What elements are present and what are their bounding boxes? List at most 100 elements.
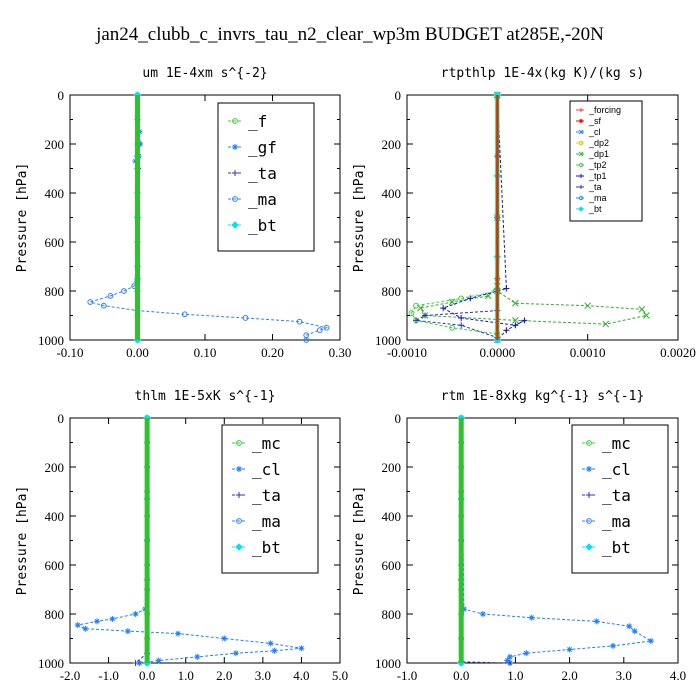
data-point xyxy=(506,660,513,666)
legend-marker xyxy=(236,518,242,524)
legend-entry-label: _bt xyxy=(588,204,602,214)
legend: _mc _cl _ta _ma _bt xyxy=(571,424,669,574)
data-point xyxy=(503,327,510,334)
legend-marker xyxy=(586,440,592,446)
legend-entry-label: _sf xyxy=(588,116,602,126)
y-tick-label: 400 xyxy=(382,186,402,201)
data-point xyxy=(593,618,600,625)
series-line xyxy=(441,94,525,341)
data-point xyxy=(232,650,239,657)
y-tick-label: 0 xyxy=(58,88,65,103)
data-point xyxy=(82,625,89,632)
y-tick-label: 1000 xyxy=(38,333,64,348)
legend-entry-label: _bt xyxy=(602,538,631,557)
data-point xyxy=(467,295,474,302)
legend-marker xyxy=(231,221,239,229)
y-axis-label: Pressure [hPa] xyxy=(352,486,367,596)
x-tick-label: -1.0 xyxy=(397,668,418,683)
y-tick-label: 200 xyxy=(45,137,65,152)
x-tick-label: 1.0 xyxy=(507,668,523,683)
series-cl xyxy=(458,415,654,666)
data-point xyxy=(449,324,456,331)
panel-title: rtm 1E-8xkg kg^{-1} s^{-1} xyxy=(441,389,645,404)
data-point xyxy=(100,302,107,309)
legend-marker xyxy=(579,185,583,189)
chart-panel-3: thlm 1E-5xK s^{-1} 0 200 400 600 800 1000 Press… xyxy=(15,389,348,683)
legend-marker xyxy=(586,492,592,498)
y-tick-label: 600 xyxy=(382,558,402,573)
data-point xyxy=(296,318,303,325)
legend-entry-label: _ma xyxy=(602,512,631,531)
x-tick-label: -2.0 xyxy=(60,668,81,683)
data-point xyxy=(109,615,116,622)
x-tick-label: 0.00 xyxy=(126,345,149,360)
y-tick-label: 600 xyxy=(382,235,402,250)
x-tick-label: -0.10 xyxy=(56,345,83,360)
series-line xyxy=(460,418,511,664)
y-tick-label: 800 xyxy=(45,284,65,299)
data-point xyxy=(584,302,592,310)
x-tick-label: 0.0 xyxy=(139,668,155,683)
data-point xyxy=(643,312,650,319)
data-point xyxy=(121,288,127,294)
y-tick-label: 1000 xyxy=(375,656,401,671)
series-line xyxy=(414,95,498,339)
x-tick-label: -1.0 xyxy=(98,668,119,683)
data-point xyxy=(132,660,139,666)
legend-entry-label: _gf xyxy=(248,138,277,157)
data-point xyxy=(647,637,654,644)
data-point xyxy=(512,317,519,324)
data-point xyxy=(631,628,638,635)
data-point xyxy=(175,630,181,637)
legend-marker xyxy=(232,196,238,202)
y-tick-label: 600 xyxy=(45,558,65,573)
x-tick-label: 0.10 xyxy=(194,345,217,360)
data-point xyxy=(323,324,330,331)
x-tick-label: 5.0 xyxy=(332,668,348,683)
chart-panel-2: rtpthlp 1E-4x(kg K)/(kg s) 0 200 400 600 800 1… xyxy=(352,66,696,360)
legend: _f _gf _ta _ma _bt xyxy=(217,102,315,252)
legend-entry-label: _tp1 xyxy=(588,171,607,181)
legend-marker xyxy=(578,162,584,168)
data-point xyxy=(422,312,429,319)
legend-entry-label: _mc xyxy=(252,434,281,453)
data-point xyxy=(440,305,447,312)
legend-marker xyxy=(579,108,583,112)
legend-entry-label: _cl xyxy=(602,460,631,479)
legend-entry-label: _ta xyxy=(602,486,631,505)
legend-entry-label: _mc xyxy=(602,434,631,453)
legend-entry-label: _ta xyxy=(588,182,602,192)
data-point xyxy=(303,337,310,343)
y-tick-label: 800 xyxy=(382,284,402,299)
legend-entry-label: _bt xyxy=(252,538,281,557)
legend-entry-label: _forcing xyxy=(588,105,621,115)
data-point xyxy=(242,315,249,321)
data-point xyxy=(626,623,633,630)
y-tick-label: 400 xyxy=(382,509,402,524)
legend-marker xyxy=(586,518,592,524)
legend-entry-label: _ma xyxy=(248,190,277,209)
data-point xyxy=(155,657,162,664)
y-tick-label: 800 xyxy=(45,607,65,622)
legend-marker xyxy=(578,129,584,135)
x-tick-label: 0.0000 xyxy=(479,345,515,360)
y-axis-label: Pressure [hPa] xyxy=(15,486,30,596)
data-point xyxy=(298,645,305,652)
legend-entry-label: _cl xyxy=(588,127,601,137)
data-point xyxy=(512,322,519,329)
data-point xyxy=(504,657,511,664)
x-tick-label: 4.0 xyxy=(293,668,309,683)
legend-marker xyxy=(236,466,242,472)
y-tick-label: 0 xyxy=(395,411,402,426)
x-tick-label: 0.30 xyxy=(329,345,352,360)
legend-entry-label: _ma xyxy=(252,512,281,531)
x-tick-label: -0.0010 xyxy=(387,345,427,360)
y-tick-label: 200 xyxy=(382,460,402,475)
legend-marker xyxy=(578,206,584,212)
data-point xyxy=(408,310,415,316)
series-tp1 xyxy=(440,92,528,343)
data-point xyxy=(638,306,646,313)
legend-marker xyxy=(579,141,583,145)
y-axis-label: Pressure [hPa] xyxy=(352,163,367,273)
x-tick-label: 3.0 xyxy=(616,668,632,683)
